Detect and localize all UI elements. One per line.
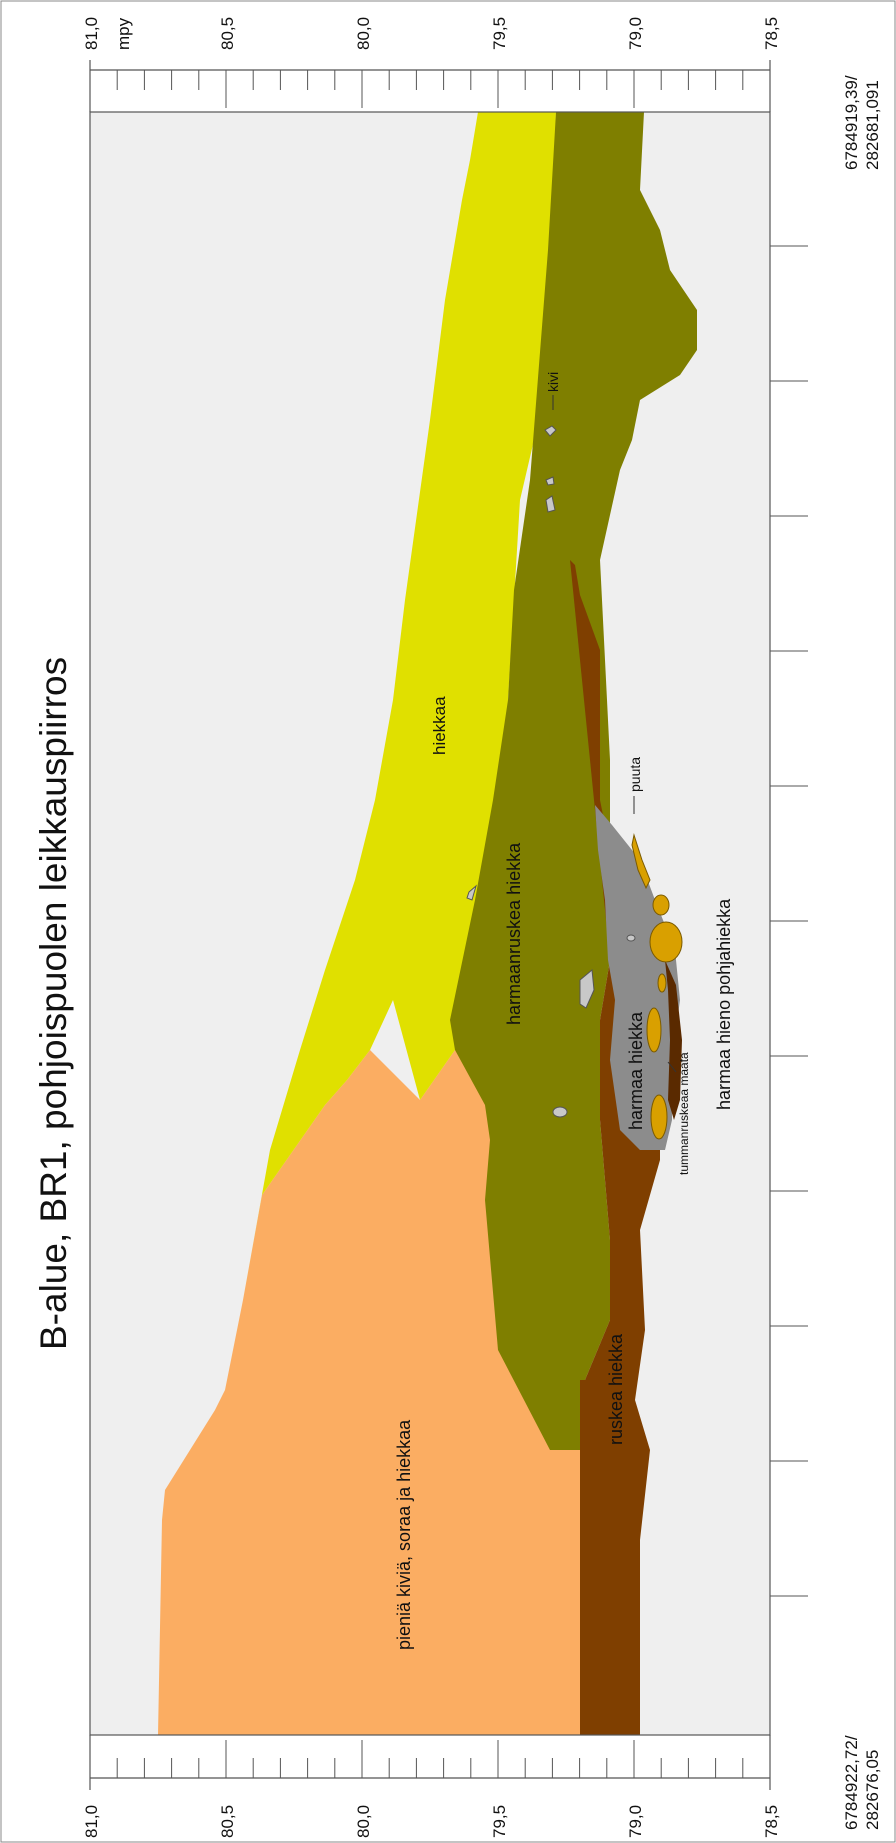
coord-line: 282681,091 (863, 80, 882, 170)
stone (545, 495, 556, 513)
label-gray: harmaa hiekka (626, 1011, 646, 1130)
tick-label: 79,5 (490, 17, 509, 50)
tick-label: 80,0 (354, 1805, 373, 1838)
bottom-tick-labels: 81,0 80,5 80,0 79,5 79,0 78,5 (82, 1805, 781, 1838)
label-brown: ruskea hiekka (606, 1333, 626, 1445)
coord-line: 282676,05 (863, 1750, 882, 1830)
top-axis-ticks (89, 70, 771, 108)
stone (626, 934, 636, 942)
tick-label: 78,5 (762, 1805, 781, 1838)
plot-frame (89, 111, 771, 1736)
leader-dark (667, 1061, 677, 1073)
layer-gray (595, 805, 680, 1150)
page-title: B-alue, BR1, pohjoispuolen leikkauspiirr… (33, 657, 74, 1350)
label-gravel: pieniä kiviä, soraa ja hiekkaa (394, 1419, 414, 1650)
label-base: harmaa hieno pohjahiekka (714, 898, 734, 1110)
stone (544, 425, 557, 437)
axis-unit: mpy (114, 17, 133, 50)
coordinates-top: 6784919,39/ 282681,091 (842, 75, 882, 170)
distance-ticks (770, 245, 808, 1597)
top-tick-labels: 81,0 80,5 80,0 79,5 79,0 78,5 mpy (82, 17, 781, 50)
stones (466, 425, 636, 1118)
stone (466, 884, 477, 901)
tick-label: 78,5 (762, 17, 781, 50)
tick-label: 80,5 (218, 17, 237, 50)
wood-piece (657, 973, 667, 993)
layer-graybrown (450, 112, 697, 1450)
annotation-wood: puuta (627, 757, 643, 792)
layer-labels: hiekkaa pieniä kiviä, soraa ja hiekkaa h… (394, 696, 734, 1650)
wood-pieces (631, 833, 683, 1140)
tick-label: 81,0 (82, 17, 101, 50)
wood-piece (631, 833, 651, 890)
wood-piece (652, 894, 670, 916)
coord-line: 6784922,72/ (842, 1735, 861, 1830)
wood-piece (650, 1094, 668, 1140)
wood-piece (646, 1007, 662, 1053)
layer-dark (665, 960, 682, 1120)
tick-label: 80,0 (354, 17, 373, 50)
tick-label: 79,5 (490, 1805, 509, 1838)
annotations: kivi puuta (545, 372, 677, 1073)
coordinates-bottom: 6784922,72/ 282676,05 (842, 1735, 882, 1830)
stone (545, 476, 555, 486)
bottom-axis-ticks (89, 1740, 771, 1778)
tick-label: 79,0 (626, 1805, 645, 1838)
label-sand: hiekkaa (430, 696, 449, 755)
tick-label: 79,0 (626, 17, 645, 50)
tick-label: 81,0 (82, 1805, 101, 1838)
layer-brown (570, 560, 660, 1735)
label-graybrown: harmaanruskea hiekka (504, 842, 524, 1025)
tick-label: 80,5 (218, 1805, 237, 1838)
label-dark: tummanruskeaa maata (677, 1052, 691, 1175)
annotation-stone: kivi (545, 372, 561, 392)
layer-gravel (158, 1020, 580, 1735)
stone (552, 1106, 568, 1118)
stone (579, 969, 595, 1009)
wood-piece (649, 921, 683, 963)
coord-line: 6784919,39/ (842, 75, 861, 170)
